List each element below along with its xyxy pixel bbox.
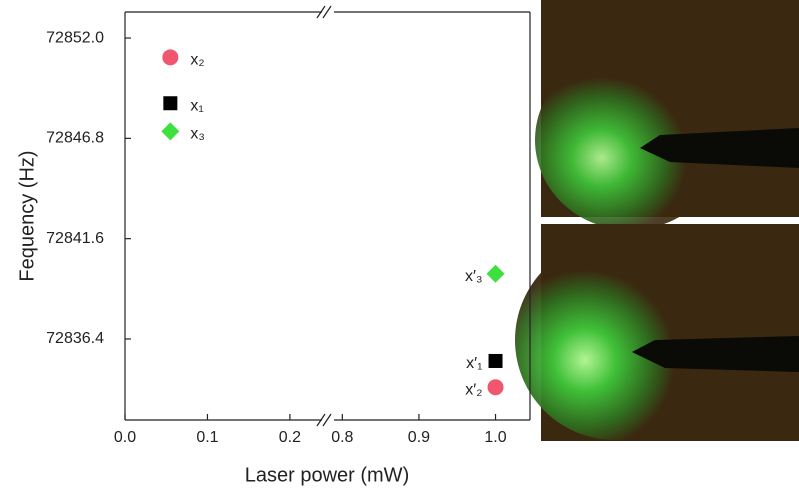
point	[162, 49, 179, 66]
point	[488, 353, 503, 368]
point-label: x₁	[190, 97, 203, 114]
point-label: x₃	[190, 126, 205, 143]
x-tick-label: 0.0	[114, 429, 136, 446]
point	[163, 96, 178, 111]
photo-top	[535, 0, 799, 230]
axes-frame	[124, 5, 531, 427]
point-label: x′₂	[465, 381, 482, 398]
point	[487, 379, 504, 396]
y-tick-label: 72846.8	[46, 130, 104, 147]
x-tick-label: 0.1	[196, 429, 218, 446]
x-tick-label: 0.8	[331, 429, 353, 446]
point	[486, 264, 505, 283]
x-axis-title: Laser power (mW)	[245, 464, 409, 486]
x-tick-label: 0.9	[408, 429, 430, 446]
photo-bottom	[515, 224, 799, 441]
point	[161, 122, 180, 141]
point-label: x′₁	[466, 355, 482, 372]
point-label: x₂	[190, 52, 204, 69]
y-tick-label: 72836.4	[46, 330, 104, 347]
y-tick-label: 72852.0	[46, 29, 104, 46]
x-tick-label: 0.2	[279, 429, 301, 446]
y-tick-label: 72841.6	[46, 230, 104, 247]
point-label: x′₃	[465, 268, 483, 285]
y-axis-title: Fequency (Hz)	[16, 150, 38, 281]
x-tick-label: 1.0	[484, 429, 506, 446]
